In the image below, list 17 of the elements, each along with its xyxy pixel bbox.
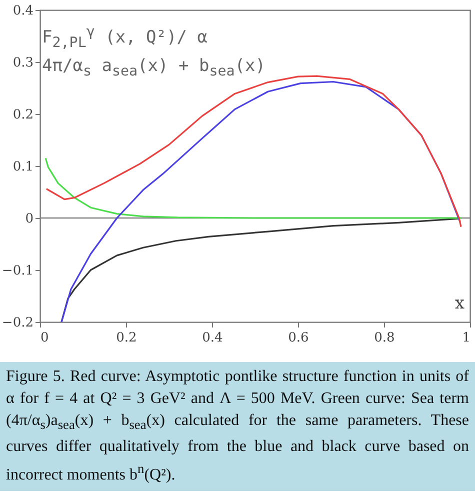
annotation: 4π/α$_{s}$ a$_{sea}$(x) + b$_{sea}$(x) <box>42 56 266 80</box>
x-axis-title: x <box>454 294 465 314</box>
y-tick-label: 0.4 <box>12 4 34 18</box>
x-tick-label: 0 <box>40 330 49 346</box>
y-tick-label: 0.2 <box>12 108 34 122</box>
x-tick-label: 0.2 <box>116 330 137 346</box>
y-tick-label: 0.1 <box>12 160 34 174</box>
x-tick-label: 0.6 <box>288 330 309 346</box>
annotation: F$_{2,PL}$$^{γ}$ (x, Q²)/ α <box>42 24 208 52</box>
x-tick-label: 1 <box>462 330 470 346</box>
text: Figure 5. Red curve: Asymptotic pontlike structure function in units of α for f = 4 at Q² = 3 GeV² and Λ = 500 MeV. Green curve: Sea term (4π/α$_{s}$)a$_{sea}$(x) + b$_{sea}$(x) calculated for the same parameters. These curves differ qualitatively from the blue and black curve based on incorrect moments b$^{n}$(Q²). <box>6 368 469 484</box>
y-tick-label: −0.2 <box>2 316 34 330</box>
y-tick-label: 0.3 <box>12 56 34 70</box>
x-tick-label: 0.8 <box>374 330 395 346</box>
x-tick-label: 0.4 <box>202 330 223 346</box>
y-tick-label: −0.1 <box>2 264 34 278</box>
y-tick-label: 0 <box>25 212 34 226</box>
